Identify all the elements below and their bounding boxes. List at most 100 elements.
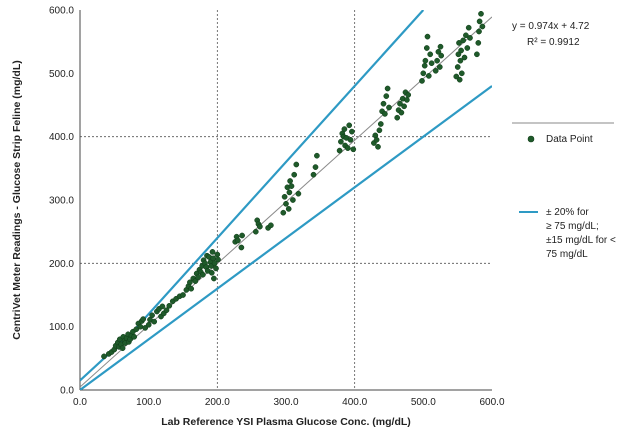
x-axis-label: Lab Reference YSI Plasma Glucose Conc. (… — [161, 416, 411, 428]
x-tick-label: 300.0 — [273, 397, 298, 408]
data-point — [283, 200, 289, 207]
data-point — [455, 51, 462, 58]
data-point — [137, 323, 144, 330]
data-point — [238, 244, 245, 251]
data-point — [151, 318, 158, 325]
data-point — [384, 85, 391, 92]
data-point — [427, 51, 434, 58]
y-tick-label: 200.0 — [49, 259, 74, 270]
data-point — [376, 127, 383, 134]
y-tick-label: 0.0 — [60, 386, 74, 397]
data-point — [145, 321, 152, 328]
data-point — [140, 316, 147, 322]
data-point — [458, 70, 465, 77]
data-point — [461, 54, 468, 61]
data-points — [101, 10, 486, 360]
data-point — [195, 274, 201, 281]
gridlines — [80, 10, 492, 390]
y-tick-label: 100.0 — [49, 322, 74, 333]
data-point — [475, 40, 482, 46]
data-point — [163, 307, 170, 314]
data-point — [397, 100, 403, 107]
data-point — [346, 122, 353, 129]
data-point — [479, 23, 486, 30]
data-point — [338, 138, 344, 145]
y-tick-label: 500.0 — [49, 69, 74, 80]
data-point — [386, 104, 392, 111]
data-point — [101, 353, 107, 360]
data-point — [383, 93, 390, 99]
x-tick-label: 0.0 — [73, 397, 87, 408]
data-point — [213, 265, 219, 272]
data-point — [436, 64, 443, 70]
legend-label-data-point: Data Point — [546, 134, 593, 145]
data-point — [456, 40, 462, 46]
data-point — [375, 143, 381, 150]
x-tick-label: 400.0 — [342, 397, 367, 408]
data-point — [398, 109, 405, 116]
data-point — [310, 171, 317, 178]
data-point — [428, 60, 435, 67]
data-point — [187, 279, 193, 286]
x-tick-label: 600.0 — [479, 397, 504, 408]
x-tick-label: 200.0 — [205, 397, 230, 408]
data-point — [209, 249, 216, 255]
data-point — [458, 47, 464, 54]
data-point — [478, 10, 484, 17]
data-point — [166, 302, 173, 309]
data-point — [380, 100, 387, 107]
data-point — [312, 164, 319, 170]
data-point — [424, 33, 431, 40]
data-point — [208, 269, 215, 276]
data-point — [463, 32, 469, 39]
data-point — [291, 171, 298, 178]
data-point — [119, 345, 126, 352]
data-point — [432, 67, 439, 74]
data-point — [401, 103, 407, 110]
data-point — [268, 222, 274, 229]
axes — [79, 10, 492, 391]
data-point — [457, 57, 464, 64]
data-point — [421, 62, 428, 69]
data-point — [347, 136, 354, 143]
data-point — [149, 312, 155, 319]
y-tick-label: 600.0 — [49, 6, 74, 17]
data-point — [382, 111, 388, 117]
data-point — [288, 183, 295, 189]
data-point — [287, 178, 293, 184]
data-point — [215, 256, 221, 263]
data-point — [285, 206, 292, 212]
data-point — [295, 190, 302, 197]
lower-bound-line — [80, 85, 492, 390]
data-point — [211, 275, 217, 282]
data-point — [474, 51, 480, 58]
y-axis-label: CentriVet Meter Readings - Glucose Strip… — [11, 60, 23, 339]
y-axis-ticks: 0.0 100.0 200.0 300.0 400.0 500.0 600.0 — [49, 6, 74, 397]
error-bounds — [80, 10, 492, 390]
data-point — [350, 146, 357, 153]
data-point — [214, 251, 221, 258]
data-point — [239, 232, 245, 239]
data-point — [252, 228, 259, 235]
legend-point-marker — [527, 135, 535, 143]
data-point — [336, 147, 343, 154]
x-axis-ticks: 0.0 100.0 200.0 300.0 400.0 500.0 600.0 — [73, 397, 505, 408]
data-point — [159, 303, 166, 310]
data-point — [235, 237, 241, 244]
data-point — [280, 209, 287, 216]
data-point — [437, 43, 444, 50]
data-point — [281, 193, 288, 200]
y-tick-label: 400.0 — [49, 132, 74, 143]
data-point — [438, 52, 445, 59]
data-point — [425, 73, 432, 79]
data-point — [211, 260, 218, 267]
data-point — [476, 28, 482, 35]
data-point — [464, 45, 471, 51]
data-point — [434, 57, 440, 64]
data-point — [286, 189, 293, 196]
data-point — [419, 78, 425, 84]
data-point — [131, 333, 138, 340]
data-point — [314, 152, 320, 159]
data-point — [373, 136, 380, 143]
data-point — [290, 197, 296, 203]
